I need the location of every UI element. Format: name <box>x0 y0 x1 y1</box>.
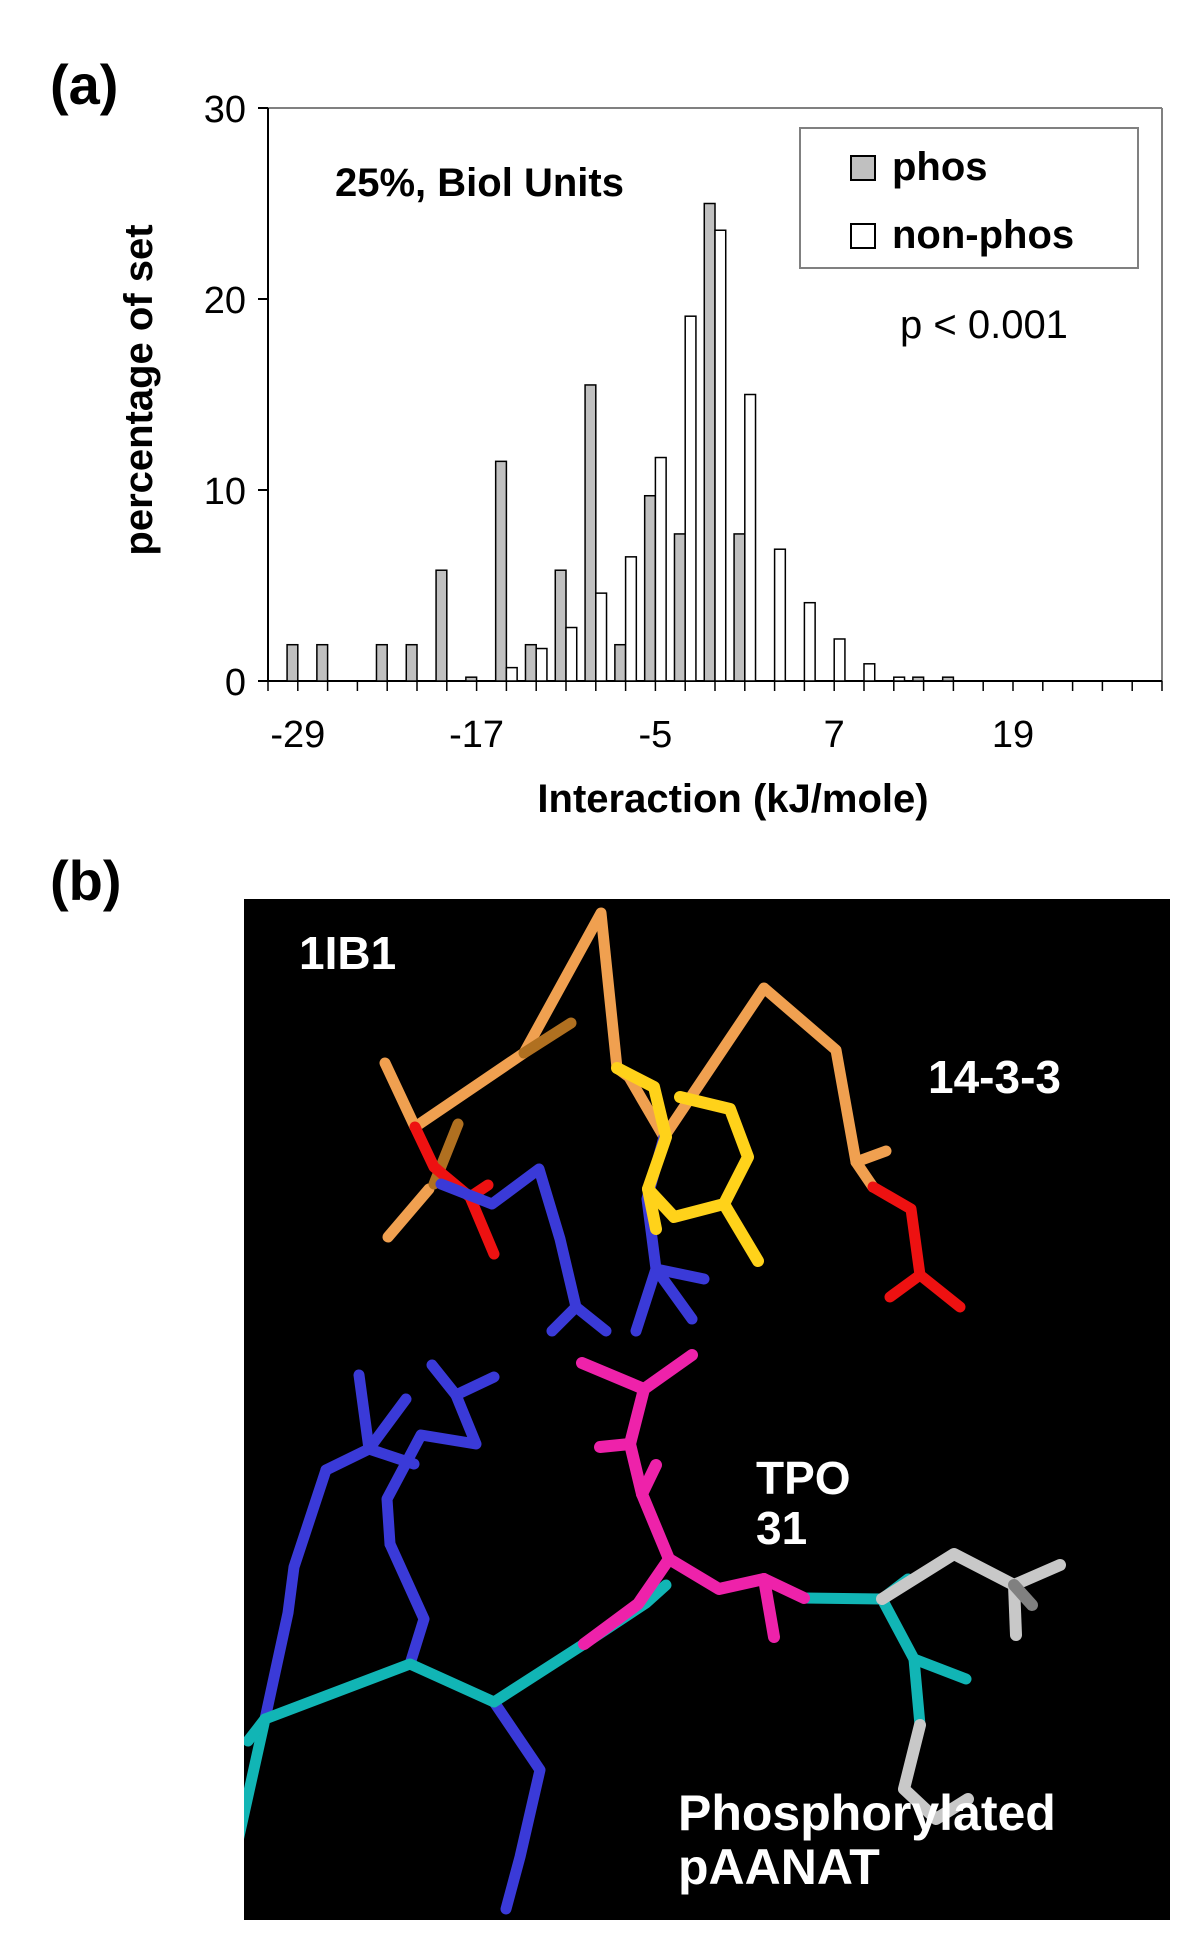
ligand-label-line2: pAANAT <box>678 1839 880 1895</box>
orange-stub <box>850 1145 892 1168</box>
legend-label: non-phos <box>892 213 1074 257</box>
chart-axes: 0 10 20 30 -29 -17 -5 7 19 <box>204 89 1163 756</box>
p-value-text: p < 0.001 <box>900 303 1068 347</box>
y-tick-label: 30 <box>204 89 246 131</box>
blue-chain-lower-right <box>384 1538 430 1670</box>
dark-orange-backbone <box>518 1017 577 1059</box>
gray-side-chain-lower <box>898 1719 974 1825</box>
bar-phos <box>524 643 537 682</box>
pdb-id-label: 1IB1 <box>299 927 397 979</box>
yellow-tyrosine-ring <box>611 1062 754 1223</box>
bar-phos <box>614 643 627 682</box>
bar-non-phos <box>505 666 518 682</box>
ligand-label: Phosphorylated pAANAT <box>678 1786 1158 1894</box>
bar-non-phos <box>565 626 578 682</box>
y-tick-label: 20 <box>204 280 246 322</box>
blue-stub-middle <box>650 1263 710 1285</box>
blue-chain-bottom <box>488 1696 546 1915</box>
bar-non-phos <box>833 638 846 682</box>
panel-a-label: (a) <box>50 53 119 116</box>
magenta-tpo-backbone <box>578 1553 810 1650</box>
x-tick-label: -17 <box>449 714 504 756</box>
orange-backbone-segment <box>382 1183 435 1243</box>
bar-non-phos <box>684 315 697 682</box>
gray-side-chain <box>876 1548 1066 1605</box>
magenta-phosphate-stub-3 <box>594 1438 636 1453</box>
residue-name: TPO <box>756 1452 851 1504</box>
residue-label: TPO 31 <box>756 1452 916 1554</box>
blue-stub <box>546 1301 582 1337</box>
x-tick-label: -29 <box>270 714 325 756</box>
cyan-stub-left <box>244 1713 271 1747</box>
cyan-backbone-right <box>798 1592 972 1685</box>
cyan-stub-right <box>908 1653 926 1731</box>
blue-chain-lower-middle <box>381 1389 482 1550</box>
bar-phos <box>912 676 925 682</box>
bar-phos <box>375 643 388 682</box>
magenta-phosphate-stub-1 <box>576 1357 650 1395</box>
magenta-tpo-stub <box>758 1573 780 1643</box>
red-side-chain-right <box>867 1181 966 1313</box>
bar-phos <box>494 460 508 682</box>
bar-non-phos <box>893 676 906 682</box>
y-tick-label: 0 <box>225 662 246 704</box>
bar-phos <box>465 676 478 682</box>
bar-non-phos <box>773 548 787 682</box>
bar-phos <box>435 569 448 682</box>
y-axis-label: percentage of set <box>117 224 161 555</box>
protein-structure-view: 1IB1 14-3-3 TPO 31 Phosphorylated pAANAT <box>244 899 1170 1920</box>
blue-stub-middle-2 <box>650 1263 698 1325</box>
magenta-phosphate-stub-4 <box>636 1459 662 1500</box>
blue-lower-stub <box>353 1369 375 1455</box>
panel-b-label: (b) <box>50 849 122 912</box>
bar-phos <box>643 494 657 682</box>
bar-phos <box>733 533 746 682</box>
x-tick-label: -5 <box>639 714 673 756</box>
blue-side-chain-lysine <box>435 1163 612 1337</box>
bar-non-phos <box>714 229 727 682</box>
legend-label: phos <box>892 145 988 189</box>
red-stub-right <box>884 1269 926 1303</box>
x-axis-label: Interaction (kJ/mole) <box>537 777 928 821</box>
bar-phos <box>405 643 418 682</box>
bar-non-phos <box>744 393 757 682</box>
red-side-chain-left <box>409 1121 500 1260</box>
legend-swatch <box>850 223 876 249</box>
bar-non-phos <box>624 556 638 682</box>
bar-phos <box>286 643 299 682</box>
blue-middle-stub <box>450 1371 500 1401</box>
yellow-ring-tail <box>718 1198 764 1267</box>
x-tick-label: 7 <box>824 714 845 756</box>
bar-non-phos <box>595 592 608 682</box>
dark-gray-stub <box>1008 1579 1038 1611</box>
bar-phos <box>673 533 686 682</box>
chart-bars <box>286 202 955 682</box>
bar-non-phos <box>803 601 816 682</box>
protein-label: 14-3-3 <box>928 1051 1061 1103</box>
blue-chain-lower-long <box>259 1464 332 1725</box>
residue-number: 31 <box>756 1501 808 1554</box>
histogram-chart: 0 10 20 30 -29 -17 -5 7 19 phos non-phos 25%, Bio… <box>117 89 1163 821</box>
chart-annotation: 25%, Biol Units <box>335 161 624 205</box>
blue-middle-stub-2 <box>426 1359 462 1401</box>
molecule-render <box>244 907 1066 1915</box>
magenta-phosphate-stub-2 <box>638 1349 698 1395</box>
bar-phos <box>941 676 955 682</box>
y-tick-label: 10 <box>204 471 246 513</box>
bar-phos <box>316 643 329 682</box>
x-tick-label: 19 <box>992 714 1034 756</box>
bar-non-phos <box>654 456 667 682</box>
bar-phos <box>703 202 716 682</box>
bar-non-phos <box>535 647 548 682</box>
bar-phos <box>554 569 567 682</box>
orange-backbone <box>379 907 879 1193</box>
magenta-tpo-phosphate <box>624 1383 675 1565</box>
bar-non-phos <box>863 663 876 682</box>
chart-legend: phos non-phos <box>799 127 1139 269</box>
bar-phos <box>584 384 597 682</box>
ligand-label-line1: Phosphorylated <box>678 1785 1056 1841</box>
legend-swatch <box>850 155 876 181</box>
yellow-ring-edge <box>642 1183 662 1235</box>
